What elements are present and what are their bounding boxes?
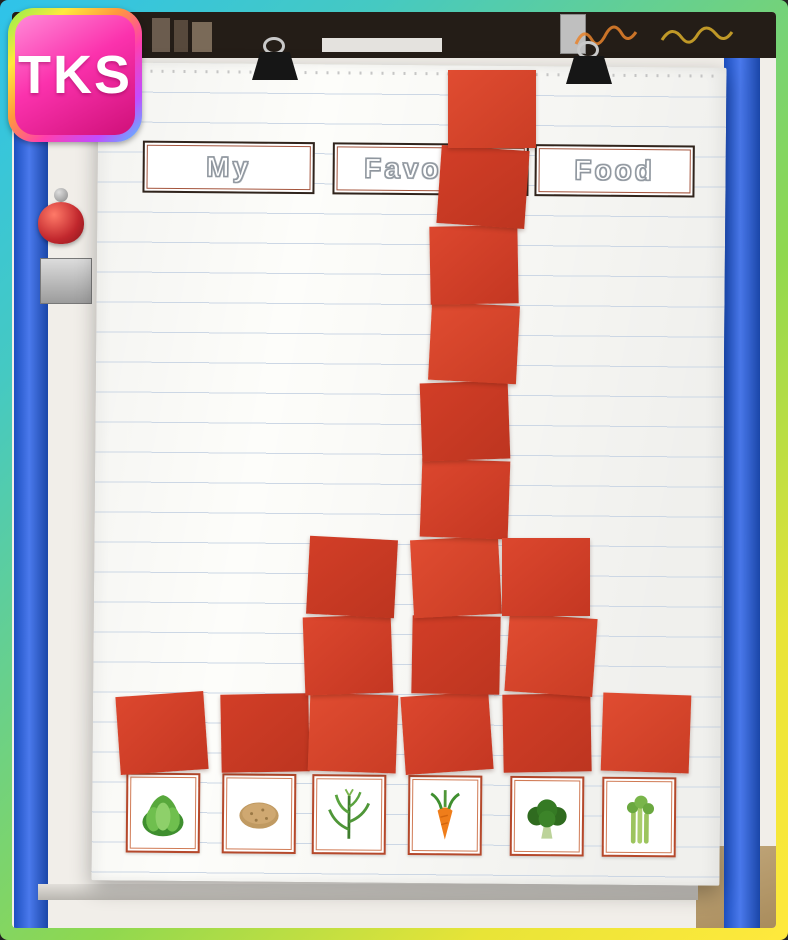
title-box-food: Food (534, 144, 695, 198)
paper-stack (322, 38, 442, 52)
broccoli-icon (527, 799, 567, 839)
chart-paper: My Favorite Food (91, 62, 727, 886)
whiteboard-tray (38, 884, 698, 900)
metal-clip (40, 258, 92, 304)
book (174, 20, 188, 52)
book (152, 18, 170, 52)
category-card-corn (311, 774, 387, 855)
tks-logo-text: TKS (15, 15, 135, 135)
category-card-celery (601, 776, 677, 858)
title-box-favorite: Favorite (332, 142, 529, 197)
tks-logo: TKS (8, 8, 142, 142)
bell-knob (54, 188, 68, 202)
easel-right-pole (724, 12, 760, 928)
title-word: Favorite (363, 152, 498, 185)
corn-icon (328, 788, 371, 839)
binder-clip-left (252, 37, 298, 80)
title-box-my: My (142, 140, 315, 195)
title-word: Food (574, 154, 656, 187)
category-card-broccoli (509, 775, 585, 857)
category-card-carrot (407, 775, 483, 856)
chalk-writing-decor (574, 25, 734, 46)
potato-icon (239, 802, 279, 829)
red-bell (38, 202, 84, 244)
book (192, 22, 212, 52)
binder-clip-body (566, 56, 612, 84)
lettuce-icon (142, 795, 184, 837)
easel-left-pole (14, 12, 48, 928)
binder-clip-body (252, 52, 298, 80)
category-card-lettuce (125, 772, 201, 854)
celery-icon (626, 795, 655, 844)
title-word: My (205, 151, 252, 184)
photo-area: My Favorite Food (12, 12, 776, 928)
carrot-icon (430, 790, 460, 840)
category-card-potato (221, 773, 297, 855)
binder-clip-right (566, 41, 612, 84)
